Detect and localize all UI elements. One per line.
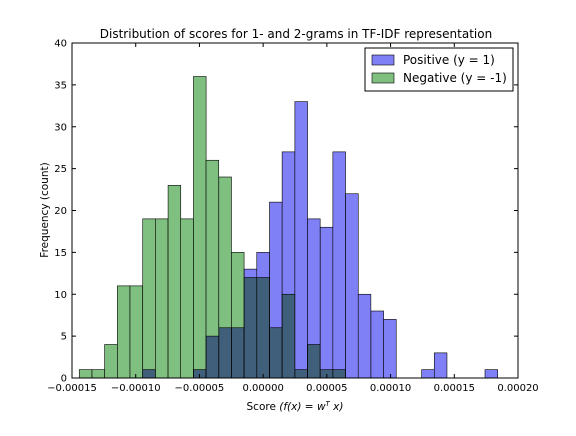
histogram-bar [231, 252, 245, 379]
y-tick-label: 20 [54, 206, 67, 217]
histogram-bar [218, 176, 232, 379]
x-tick-label: 0.00015 [434, 383, 475, 394]
y-tick-label: 40 [54, 39, 67, 50]
histogram-bar [129, 285, 143, 379]
histogram-bar [294, 101, 308, 379]
series-negative [78, 76, 346, 379]
legend-box [364, 47, 514, 92]
histogram-bar [307, 344, 321, 379]
x-tick-label: −0.00010 [111, 383, 161, 394]
y-tick-label: 25 [54, 164, 67, 175]
bars-layer [78, 76, 498, 379]
histogram-bar [421, 369, 435, 379]
y-tick-label: 10 [54, 290, 67, 301]
histogram-bar [256, 277, 270, 379]
legend-label: Negative (y = -1) [403, 71, 507, 85]
y-tick-label: 0 [61, 374, 67, 385]
ticks-layer: −0.00015 −0.00010 −0.00005 0.00000 0.00005 0.… [47, 39, 539, 395]
histogram-bar [142, 218, 156, 379]
x-axis-label-math-end: x) [330, 401, 344, 413]
histogram-bar [193, 76, 207, 379]
histogram-bar [155, 218, 169, 379]
legend-swatch [371, 54, 395, 66]
histogram-bar [167, 185, 182, 379]
histogram-bar [484, 369, 498, 379]
x-axis-label-math: (f(x) = w [279, 401, 326, 413]
x-tick-label: 0.00000 [242, 383, 283, 394]
histogram-bar [294, 369, 308, 379]
y-tick-label: 5 [61, 332, 67, 343]
histogram-bar [357, 293, 372, 379]
histogram-bar [269, 327, 283, 379]
histogram-bar [205, 159, 220, 379]
x-tick-label: −0.00005 [175, 383, 225, 394]
histogram-bar [345, 193, 359, 379]
x-tick-label: 0.00020 [497, 383, 538, 394]
histogram-bar [117, 285, 131, 379]
histogram-bar [104, 344, 118, 379]
x-axis-label: Score (f(x) = wT x) [247, 400, 344, 413]
x-tick-label: 0.00010 [370, 383, 411, 394]
y-tick-label: 30 [54, 122, 67, 133]
x-axis-label-prefix: Score [247, 401, 280, 413]
histogram-bar [332, 369, 346, 379]
y-axis-label: Frequency (count) [39, 162, 51, 257]
histogram-bar [180, 218, 194, 379]
y-tick-label: 35 [54, 80, 67, 91]
histogram-bar [91, 369, 105, 379]
histogram-bar [281, 293, 296, 379]
histogram-bar [78, 369, 93, 379]
histogram-bar [383, 319, 397, 379]
histogram-bar [319, 226, 334, 379]
legend-swatch [371, 72, 395, 84]
histogram-bar [243, 277, 258, 379]
x-tick-label: −0.00015 [47, 383, 97, 394]
chart-title: Distribution of scores for 1- and 2-gram… [100, 27, 492, 41]
x-axis-label-superscript: T [326, 400, 331, 408]
y-tick-label: 15 [54, 248, 67, 259]
legend: Positive (y = 1) Negative (y = -1) [364, 47, 514, 92]
histogram-bar [332, 151, 346, 379]
legend-label: Positive (y = 1) [403, 53, 495, 67]
x-tick-label: 0.00005 [306, 383, 347, 394]
histogram-bar [370, 310, 384, 379]
histogram-bar [433, 352, 448, 379]
